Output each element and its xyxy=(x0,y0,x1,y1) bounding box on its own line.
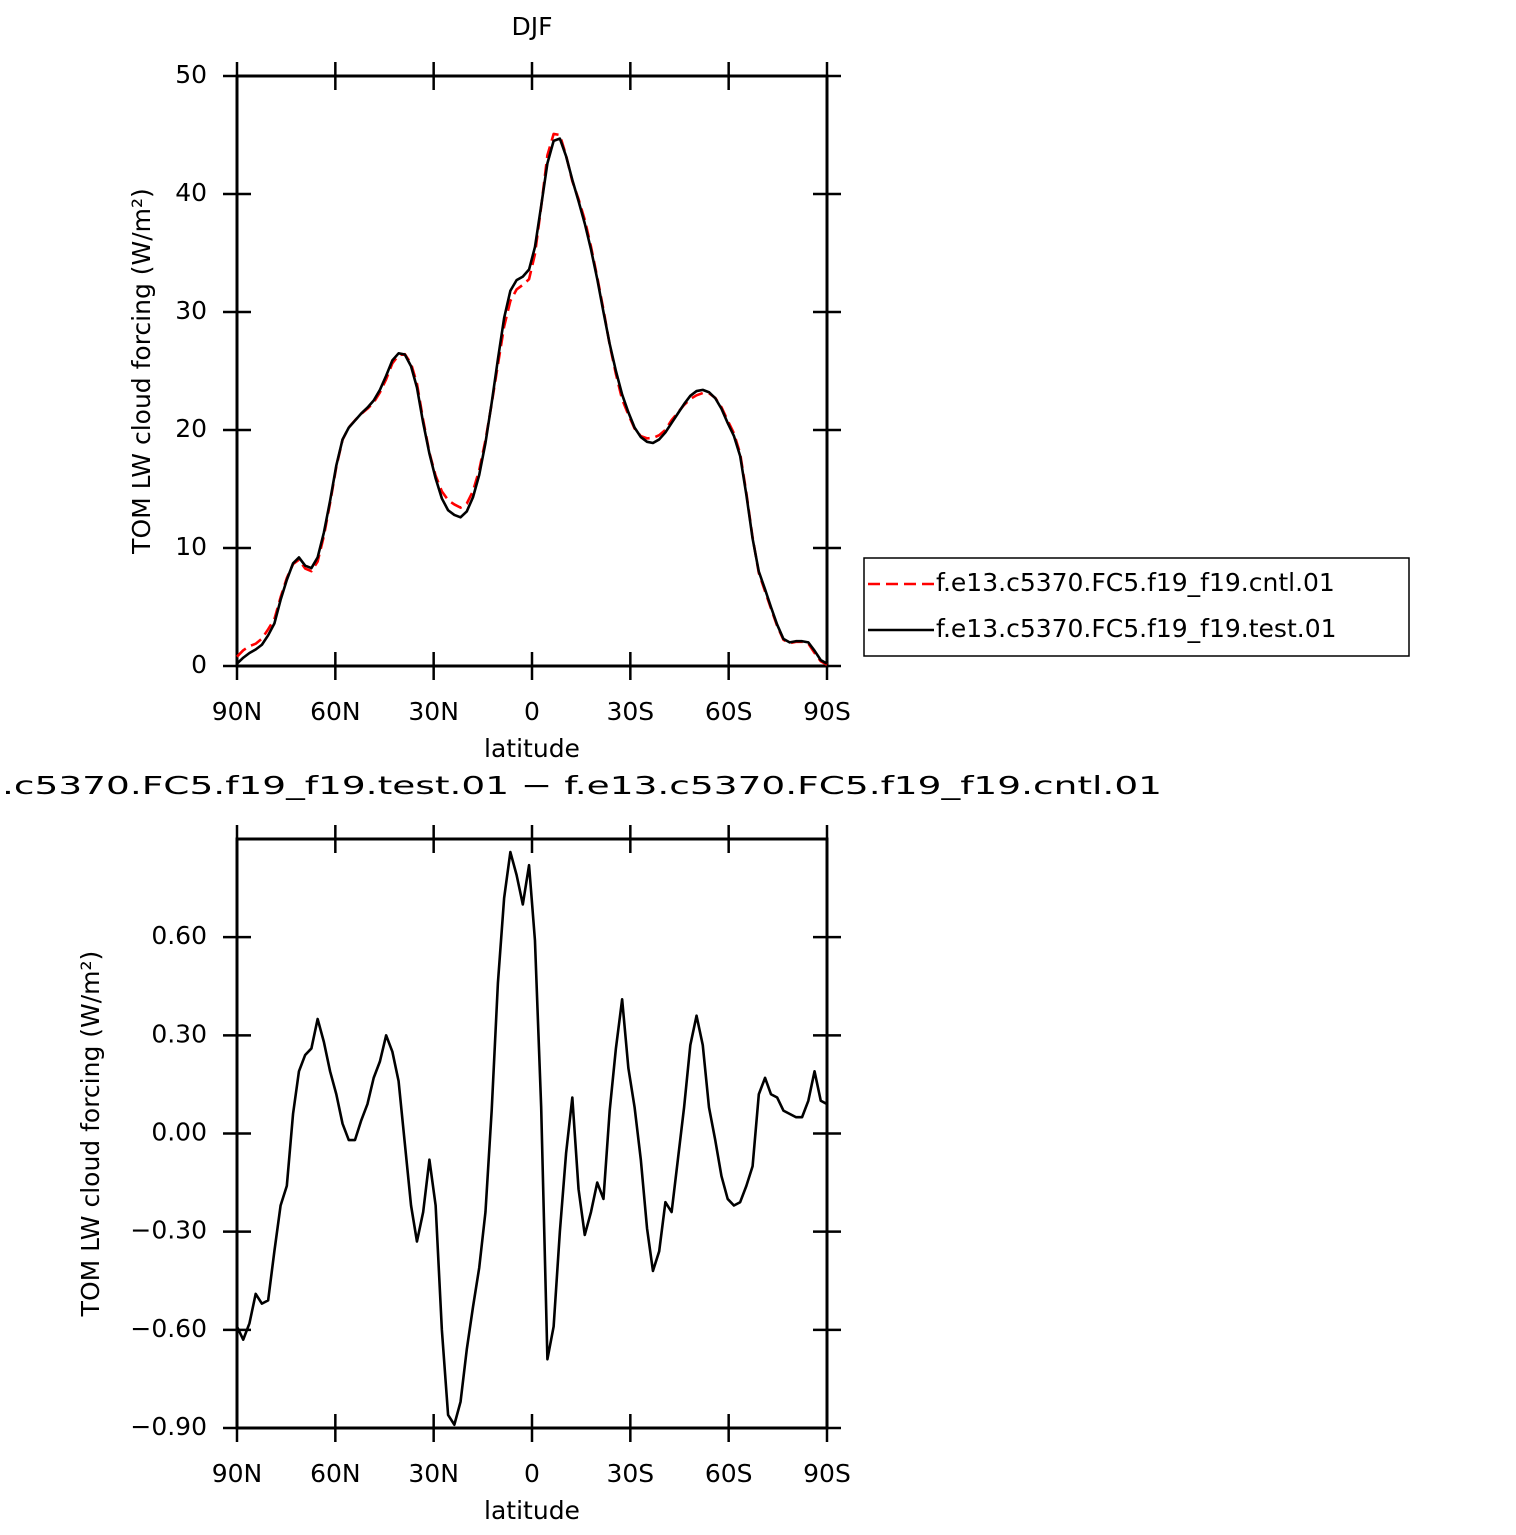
x-tick-label: 30N xyxy=(408,697,459,726)
y-tick-label: 0 xyxy=(191,650,207,679)
x-tick-label: 60N xyxy=(310,1459,361,1488)
x-tick-label: 90N xyxy=(212,1459,263,1488)
x-tick-label: 30S xyxy=(606,697,654,726)
y-axis-label: TOM LW cloud forcing (W/m²) xyxy=(76,951,105,1318)
x-axis-label: latitude xyxy=(484,1496,580,1525)
legend-label: f.e13.c5370.FC5.f19_f19.test.01 xyxy=(936,614,1337,643)
x-tick-label: 0 xyxy=(524,1459,540,1488)
y-tick-label: 0.00 xyxy=(151,1118,207,1147)
x-tick-label: 90S xyxy=(803,697,851,726)
y-tick-label: −0.30 xyxy=(130,1216,207,1245)
legend-box xyxy=(863,557,1410,657)
y-tick-label: −0.60 xyxy=(130,1314,207,1343)
chart-title: .c5370.FC5.f19_f19.test.01 − f.e13.c5370… xyxy=(2,771,1162,800)
data-line xyxy=(235,850,828,1427)
x-tick-label: 0 xyxy=(524,697,540,726)
x-tick-label: 60S xyxy=(705,1459,753,1488)
y-tick-label: 0.60 xyxy=(151,921,207,950)
y-tick-label: 10 xyxy=(175,532,207,561)
data-line xyxy=(236,137,828,665)
x-tick-label: 30N xyxy=(408,1459,459,1488)
x-axis-label: latitude xyxy=(484,734,580,763)
x-tick-label: 30S xyxy=(606,1459,654,1488)
x-tick-label: 90S xyxy=(803,1459,851,1488)
y-tick-label: 30 xyxy=(175,296,207,325)
chart-title: DJF xyxy=(511,12,552,41)
legend-label: f.e13.c5370.FC5.f19_f19.cntl.01 xyxy=(936,568,1335,597)
y-tick-label: 40 xyxy=(175,178,207,207)
y-tick-label: 50 xyxy=(175,60,207,89)
x-tick-label: 60N xyxy=(310,697,361,726)
plot-frame xyxy=(235,837,829,1430)
y-tick-label: 20 xyxy=(175,414,207,443)
data-line xyxy=(236,132,828,666)
x-tick-label: 90N xyxy=(212,697,263,726)
y-axis-label: TOM LW cloud forcing (W/m²) xyxy=(127,188,156,555)
plot-frame xyxy=(235,74,829,668)
y-tick-label: −0.90 xyxy=(130,1412,207,1441)
y-tick-label: 0.30 xyxy=(151,1019,207,1048)
x-tick-label: 60S xyxy=(705,697,753,726)
